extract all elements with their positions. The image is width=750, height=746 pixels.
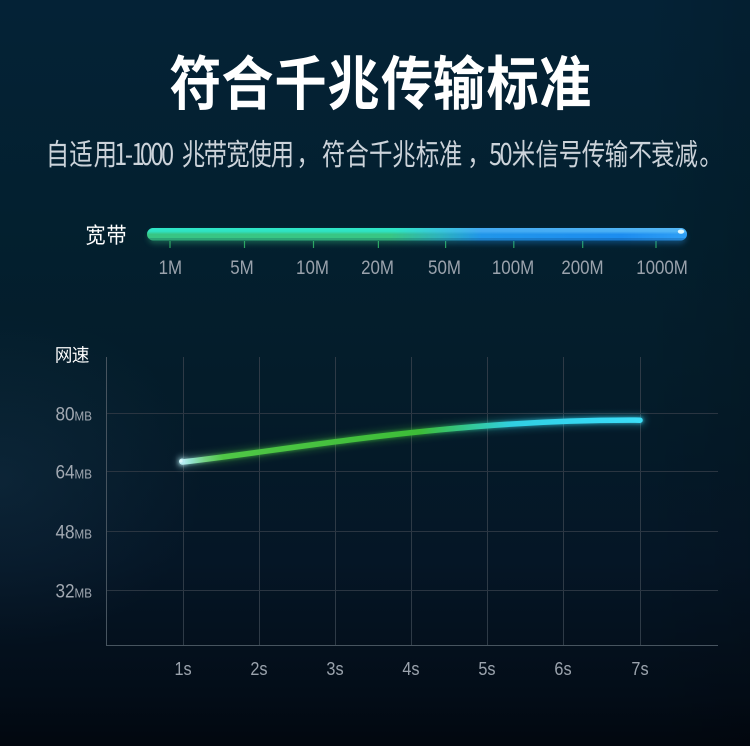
svg-text:5M: 5M <box>230 257 253 278</box>
svg-text:100M: 100M <box>492 257 534 278</box>
svg-text:2s: 2s <box>250 658 267 679</box>
svg-text:80MB: 80MB <box>55 403 91 425</box>
svg-text:32MB: 32MB <box>55 580 91 602</box>
svg-text:5s: 5s <box>478 658 495 679</box>
svg-text:200M: 200M <box>561 257 603 278</box>
svg-text:50M: 50M <box>428 257 461 278</box>
svg-text:1s: 1s <box>174 658 191 679</box>
svg-text:1M: 1M <box>159 257 182 278</box>
svg-text:10M: 10M <box>296 257 329 278</box>
svg-text:4s: 4s <box>402 658 419 679</box>
svg-text:6s: 6s <box>554 658 571 679</box>
svg-text:1000M: 1000M <box>636 257 688 278</box>
svg-text:64MB: 64MB <box>55 461 91 483</box>
svg-text:20M: 20M <box>361 257 394 278</box>
svg-text:48MB: 48MB <box>55 521 91 543</box>
svg-text:3s: 3s <box>326 658 343 679</box>
svg-text:7s: 7s <box>631 658 648 679</box>
